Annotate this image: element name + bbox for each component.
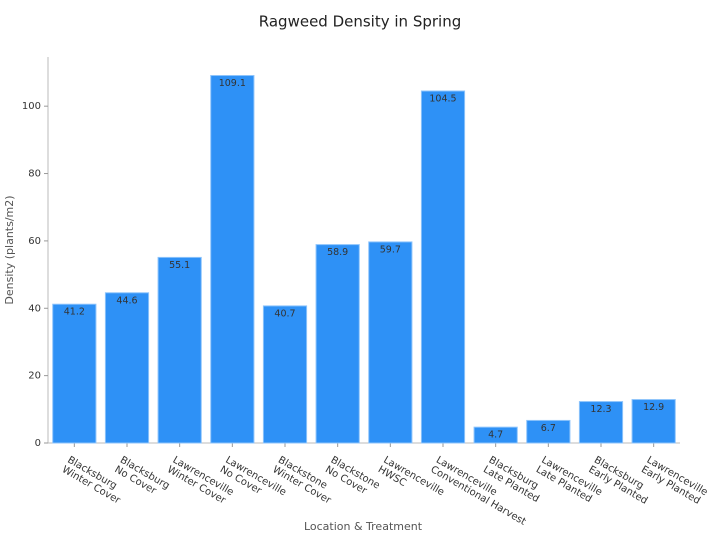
bar xyxy=(262,305,308,444)
value-label: 12.3 xyxy=(590,404,611,415)
bar xyxy=(368,241,413,444)
value-label: 59.7 xyxy=(380,244,401,255)
y-tick-label: 80 xyxy=(28,169,41,180)
bar xyxy=(420,90,466,444)
value-label: 41.2 xyxy=(64,307,85,318)
value-label: 40.7 xyxy=(274,308,295,319)
value-label: 44.6 xyxy=(116,295,137,306)
value-label: 109.1 xyxy=(219,78,246,89)
y-tick-label: 20 xyxy=(28,371,41,382)
value-label: 58.9 xyxy=(327,247,348,258)
bar xyxy=(473,426,518,444)
bar xyxy=(104,292,150,444)
bar xyxy=(157,256,202,444)
y-tick-label: 40 xyxy=(28,303,41,314)
x-axis-title: Location & Treatment xyxy=(304,520,423,533)
y-tick-label: 100 xyxy=(22,101,41,112)
bar xyxy=(631,399,676,444)
y-axis-title: Density (plants/m2) xyxy=(3,195,16,304)
value-label: 104.5 xyxy=(429,94,456,105)
value-label: 4.7 xyxy=(488,430,503,441)
value-label: 6.7 xyxy=(541,423,556,434)
bar xyxy=(578,401,624,444)
value-label: 55.1 xyxy=(169,260,190,271)
chart-title: Ragweed Density in Spring xyxy=(259,13,461,31)
bar xyxy=(52,303,97,444)
y-tick-label: 60 xyxy=(28,236,41,247)
bar xyxy=(315,244,360,444)
y-tick-label: 0 xyxy=(35,438,41,449)
bar xyxy=(210,75,255,444)
value-label: 12.9 xyxy=(643,402,664,413)
bar xyxy=(526,419,571,444)
